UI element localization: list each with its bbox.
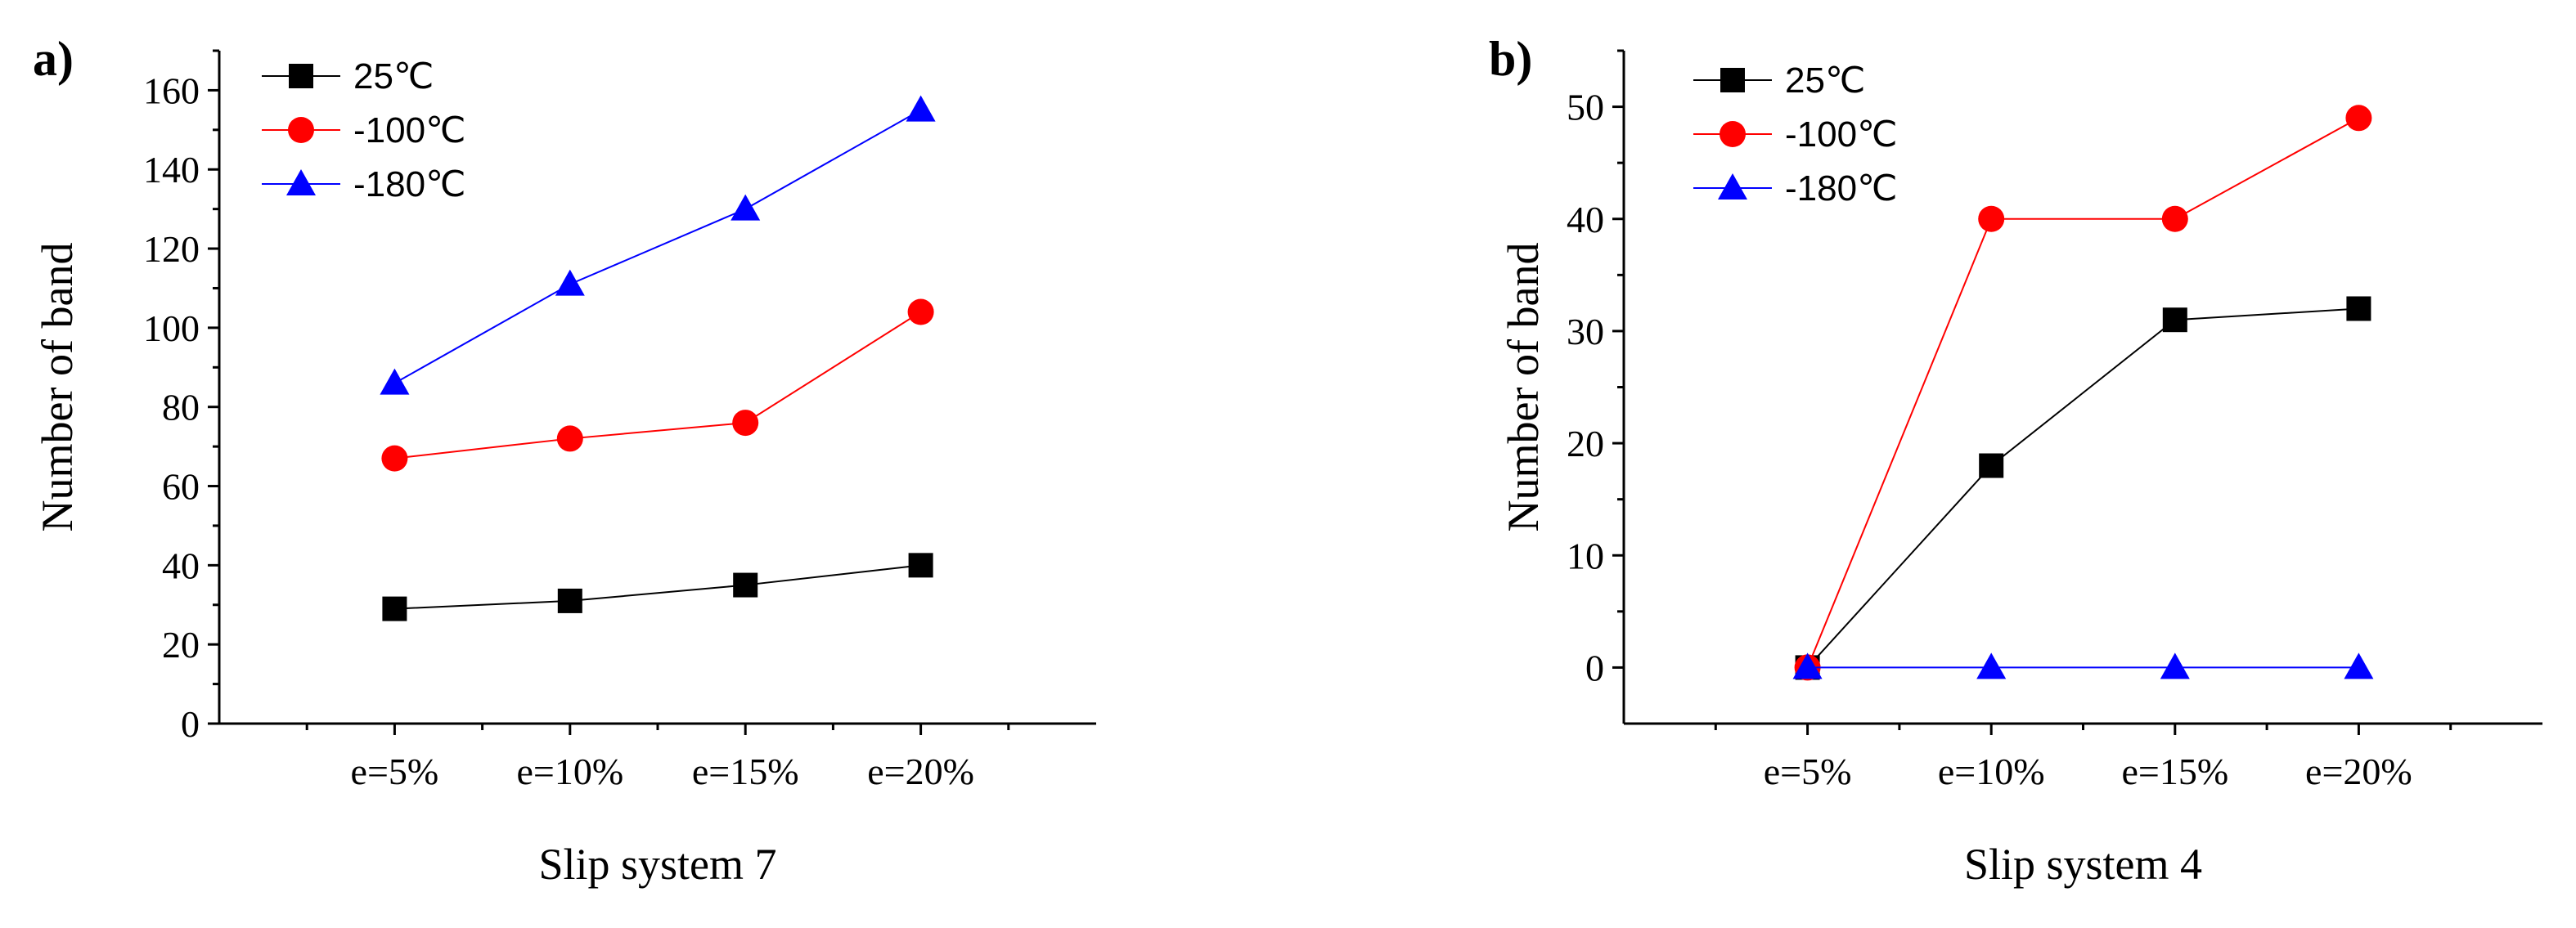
legend-label: 25℃: [353, 56, 434, 96]
y-axis-title: Number of band: [33, 243, 82, 532]
x-tick-label: e=10%: [1938, 751, 2045, 792]
data-point: [2346, 296, 2371, 321]
x-tick-label: e=5%: [351, 751, 439, 792]
data-point: [556, 425, 583, 452]
data-point: [2161, 205, 2188, 232]
data-point: [555, 269, 585, 296]
data-point: [1978, 205, 2005, 232]
data-point: [908, 553, 933, 578]
y-tick-label: 0: [1585, 647, 1604, 688]
y-tick-label: 160: [143, 69, 200, 111]
legend-label: -180℃: [353, 164, 465, 204]
x-axis-title: Slip system 7: [538, 840, 776, 889]
data-point: [380, 368, 410, 395]
data-point: [557, 588, 582, 613]
data-point: [381, 445, 408, 472]
data-point: [2162, 307, 2187, 333]
x-tick-label: e=15%: [692, 751, 799, 792]
legend-label: -100℃: [1785, 114, 1897, 155]
y-tick-label: 20: [162, 624, 200, 666]
x-tick-label: e=5%: [1764, 751, 1852, 792]
data-point: [2344, 652, 2374, 679]
y-tick-label: 40: [162, 545, 200, 586]
y-tick-label: 120: [143, 228, 200, 270]
legend-marker: [289, 64, 313, 88]
panel-label: b): [1489, 32, 1532, 86]
legend-label: -100℃: [353, 110, 465, 150]
panel-b-chart: 0 10 20 30 40 50 e=5% e=10% e=15% e=20% Slip syste…: [1489, 32, 2542, 889]
x-tick-label: e=15%: [2121, 751, 2228, 792]
panel-a-chart: 0 20 40 60 80 100 120 140 160 e=5% e=10% e=15% e=20%…: [33, 32, 1096, 889]
x-tick-label: e=10%: [516, 751, 623, 792]
data-point: [732, 410, 759, 437]
legend-label: 25℃: [1785, 61, 1865, 101]
panel-label: a): [33, 32, 74, 86]
y-tick-label: 60: [162, 466, 200, 508]
legend-label: -180℃: [1785, 168, 1897, 208]
legend-marker: [286, 169, 316, 195]
series-line: [1806, 307, 2359, 669]
x-axis-title: Slip system 4: [1964, 840, 2202, 889]
y-tick-label: 40: [1567, 199, 1604, 240]
legend-marker: [1720, 68, 1745, 92]
x-tick-label: e=20%: [2305, 751, 2412, 792]
y-tick-label: 0: [181, 703, 200, 745]
data-point: [1792, 652, 1823, 679]
legend-marker: [288, 117, 314, 143]
series-line: [1806, 117, 2359, 668]
data-point: [382, 596, 407, 621]
data-point: [1979, 453, 2004, 478]
y-axis-title: Number of band: [1499, 243, 1548, 532]
data-point: [2160, 652, 2190, 679]
data-point: [2345, 105, 2372, 132]
data-point: [1976, 652, 2007, 679]
series-line: [393, 109, 922, 384]
y-tick-label: 20: [1567, 423, 1604, 464]
y-tick-label: 50: [1567, 87, 1604, 128]
x-tick-label: e=20%: [867, 751, 974, 792]
y-tick-label: 10: [1567, 535, 1604, 576]
series-line: [394, 564, 921, 610]
data-point: [907, 298, 934, 325]
y-tick-label: 100: [143, 307, 200, 349]
y-tick-label: 140: [143, 149, 200, 191]
data-point: [731, 194, 761, 221]
legend-marker: [1720, 121, 1746, 147]
y-tick-label: 80: [162, 387, 200, 428]
legend-marker: [1718, 173, 1747, 199]
series-line: [394, 311, 922, 460]
data-point: [906, 95, 936, 122]
y-tick-label: 30: [1567, 311, 1604, 352]
data-point: [733, 572, 758, 598]
